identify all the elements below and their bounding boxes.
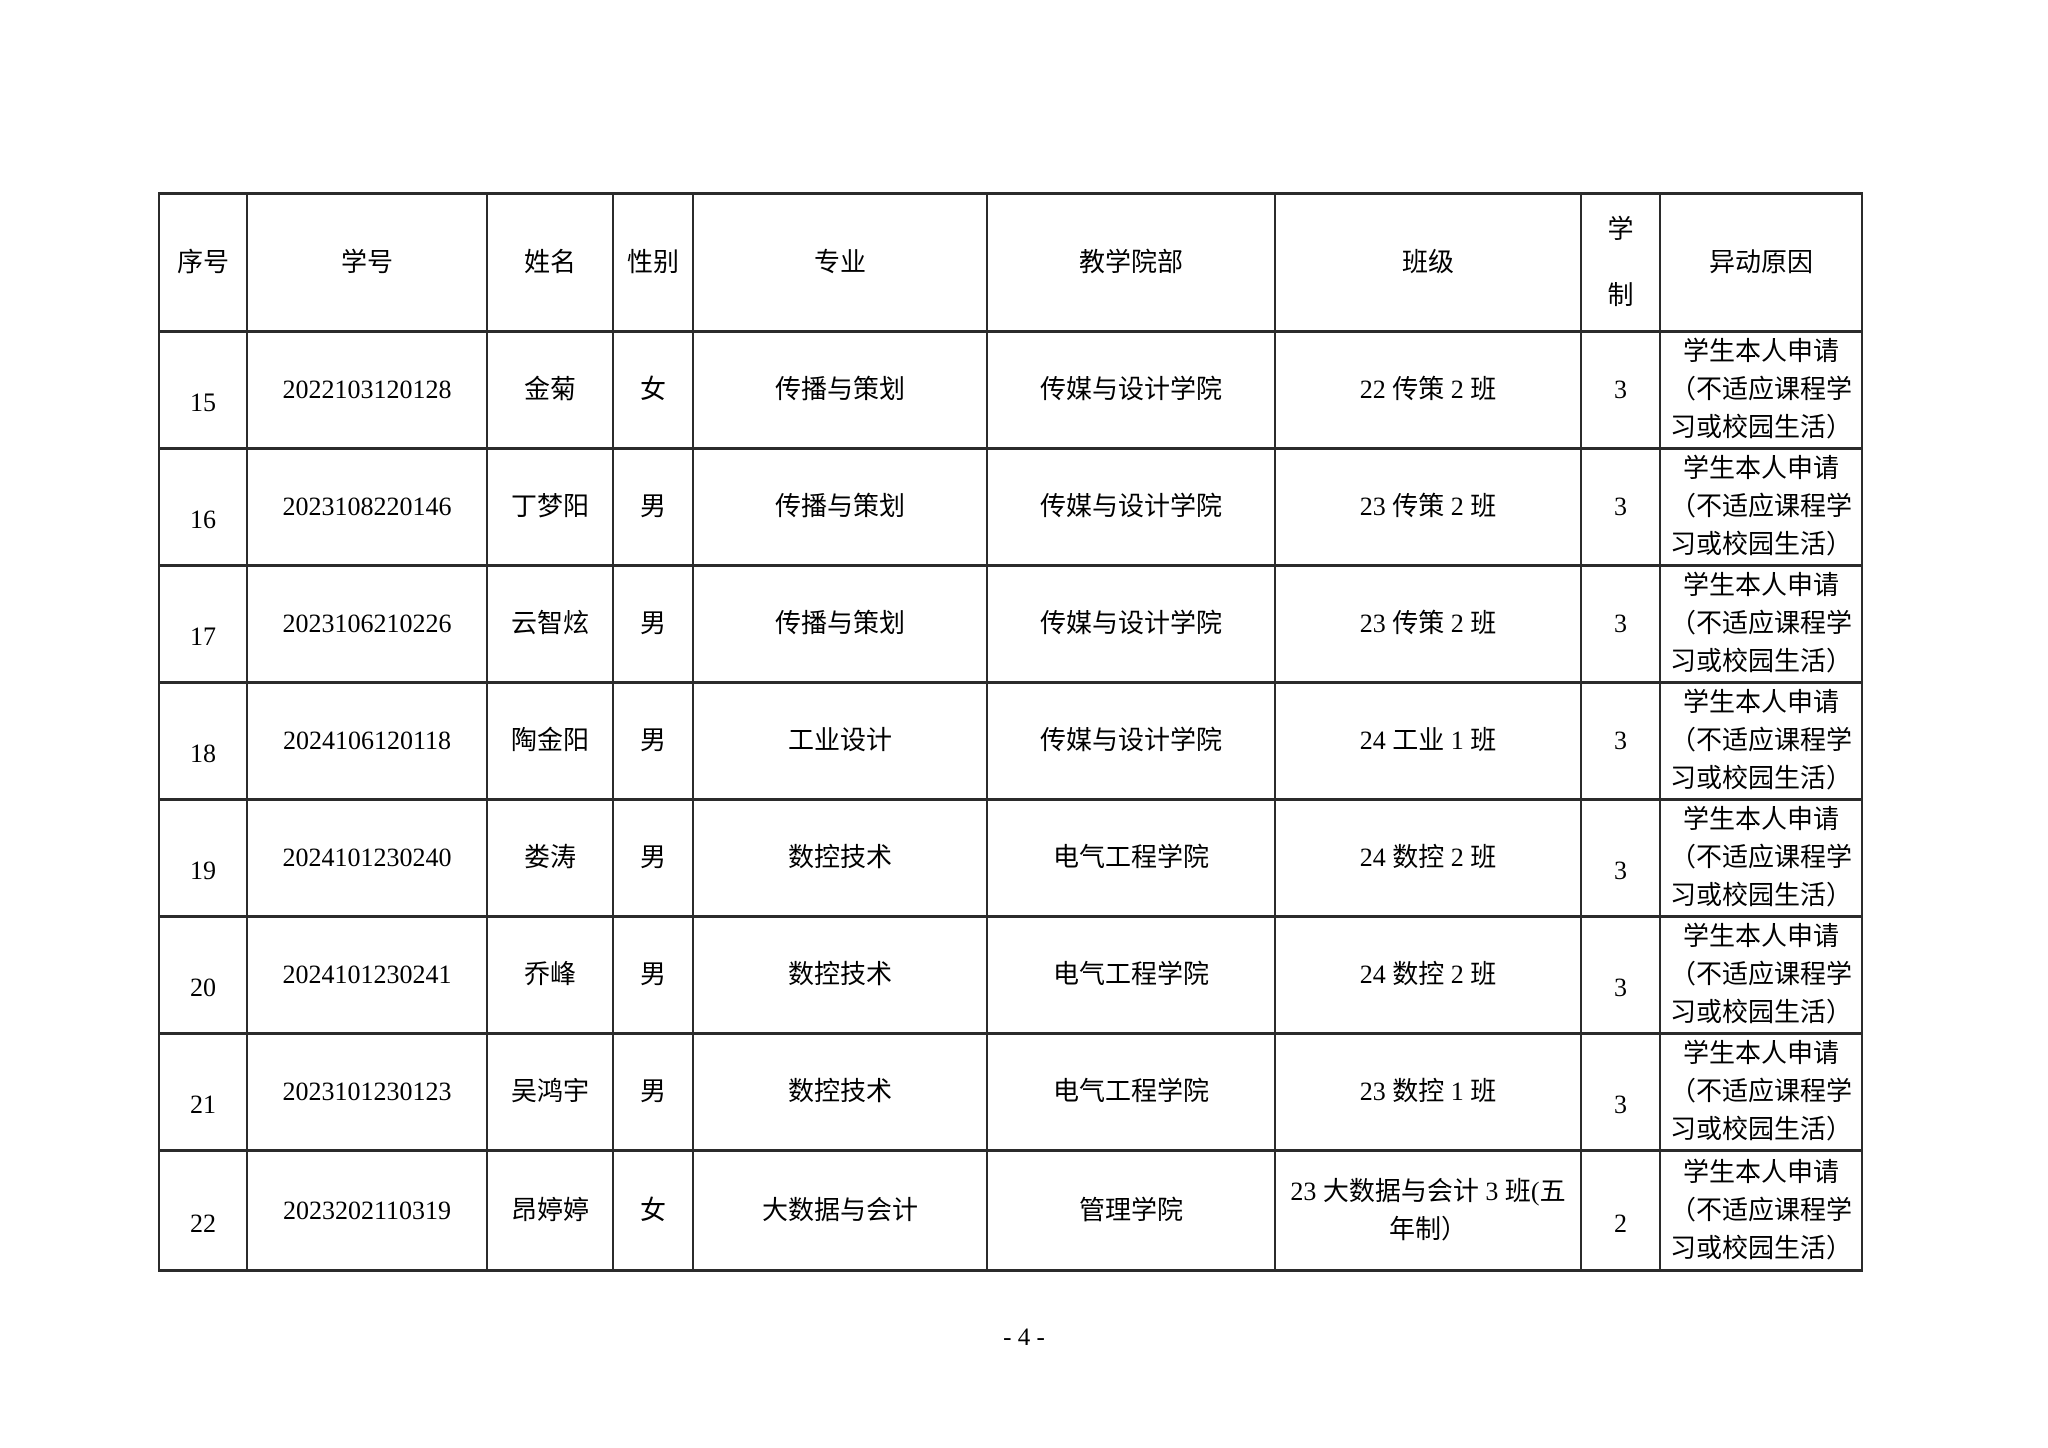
cell-class: 24 工业 1 班 [1274, 681, 1582, 801]
cell-duration: 3 [1580, 681, 1661, 801]
cell-reason: 学生本人申请 （不适应课程学 习或校园生活） [1659, 915, 1863, 1035]
cell-student-id: 2024101230240 [246, 798, 488, 918]
cell-gender: 女 [612, 1149, 694, 1272]
table-row: 21 2023101230123 吴鸿宇 男 数控技术 电气工程学院 23 数控… [158, 1032, 1863, 1152]
cell-class: 24 数控 2 班 [1274, 798, 1582, 918]
cell-department: 传媒与设计学院 [986, 564, 1276, 684]
cell-department: 电气工程学院 [986, 798, 1276, 918]
cell-name: 云智炫 [486, 564, 614, 684]
cell-index: 17 [158, 564, 248, 684]
table-row: 18 2024106120118 陶金阳 男 工业设计 传媒与设计学院 24 工… [158, 681, 1863, 801]
cell-name: 昂婷婷 [486, 1149, 614, 1272]
cell-reason: 学生本人申请 （不适应课程学 习或校园生活） [1659, 330, 1863, 450]
column-header-major: 专业 [692, 192, 988, 333]
table-row: 17 2023106210226 云智炫 男 传播与策划 传媒与设计学院 23 … [158, 564, 1863, 684]
table-row: 15 2022103120128 金菊 女 传播与策划 传媒与设计学院 22 传… [158, 330, 1863, 450]
cell-gender: 男 [612, 681, 694, 801]
cell-index: 22 [158, 1149, 248, 1272]
cell-department: 传媒与设计学院 [986, 447, 1276, 567]
cell-gender: 男 [612, 564, 694, 684]
cell-duration: 3 [1580, 1032, 1661, 1152]
cell-name: 金菊 [486, 330, 614, 450]
cell-duration: 3 [1580, 330, 1661, 450]
student-change-table: 序号 学号 姓名 性别 专业 教学院部 班级 学制 异动原因 15 202210… [158, 192, 1863, 1272]
cell-major: 工业设计 [692, 681, 988, 801]
cell-major: 传播与策划 [692, 330, 988, 450]
cell-department: 传媒与设计学院 [986, 330, 1276, 450]
cell-major: 传播与策划 [692, 447, 988, 567]
column-header-class: 班级 [1274, 192, 1582, 333]
cell-reason: 学生本人申请 （不适应课程学 习或校园生活） [1659, 798, 1863, 918]
cell-duration: 3 [1580, 915, 1661, 1035]
cell-index: 20 [158, 915, 248, 1035]
column-header-duration: 学制 [1580, 192, 1661, 333]
cell-class: 23 数控 1 班 [1274, 1032, 1582, 1152]
cell-major: 传播与策划 [692, 564, 988, 684]
table-row: 20 2024101230241 乔峰 男 数控技术 电气工程学院 24 数控 … [158, 915, 1863, 1035]
cell-class: 24 数控 2 班 [1274, 915, 1582, 1035]
page-number: - 4 - [1003, 1324, 1045, 1351]
cell-gender: 男 [612, 447, 694, 567]
cell-duration: 2 [1580, 1149, 1661, 1272]
cell-gender: 女 [612, 330, 694, 450]
cell-student-id: 2023101230123 [246, 1032, 488, 1152]
cell-major: 数控技术 [692, 1032, 988, 1152]
cell-reason: 学生本人申请 （不适应课程学 习或校园生活） [1659, 1149, 1863, 1272]
table-row: 19 2024101230240 娄涛 男 数控技术 电气工程学院 24 数控 … [158, 798, 1863, 918]
column-header-name: 姓名 [486, 192, 614, 333]
table-row: 22 2023202110319 昂婷婷 女 大数据与会计 管理学院 23 大数… [158, 1149, 1863, 1272]
cell-name: 丁梦阳 [486, 447, 614, 567]
cell-department: 电气工程学院 [986, 915, 1276, 1035]
cell-student-id: 2024101230241 [246, 915, 488, 1035]
cell-department: 电气工程学院 [986, 1032, 1276, 1152]
duration-header-stacked-text: 学制 [1607, 214, 1634, 310]
cell-department: 传媒与设计学院 [986, 681, 1276, 801]
cell-major: 大数据与会计 [692, 1149, 988, 1272]
cell-department: 管理学院 [986, 1149, 1276, 1272]
table-header-row: 序号 学号 姓名 性别 专业 教学院部 班级 学制 异动原因 [158, 192, 1863, 333]
cell-reason: 学生本人申请 （不适应课程学 习或校园生活） [1659, 1032, 1863, 1152]
cell-gender: 男 [612, 915, 694, 1035]
cell-gender: 男 [612, 1032, 694, 1152]
cell-index: 21 [158, 1032, 248, 1152]
column-header-index: 序号 [158, 192, 248, 333]
column-header-gender: 性别 [612, 192, 694, 333]
cell-duration: 3 [1580, 447, 1661, 567]
cell-major: 数控技术 [692, 798, 988, 918]
cell-student-id: 2023202110319 [246, 1149, 488, 1272]
cell-class: 22 传策 2 班 [1274, 330, 1582, 450]
cell-reason: 学生本人申请 （不适应课程学 习或校园生活） [1659, 681, 1863, 801]
cell-duration: 3 [1580, 564, 1661, 684]
cell-duration: 3 [1580, 798, 1661, 918]
cell-major: 数控技术 [692, 915, 988, 1035]
cell-index: 15 [158, 330, 248, 450]
cell-name: 吴鸿宇 [486, 1032, 614, 1152]
cell-gender: 男 [612, 798, 694, 918]
cell-name: 娄涛 [486, 798, 614, 918]
cell-index: 18 [158, 681, 248, 801]
cell-index: 19 [158, 798, 248, 918]
cell-class: 23 大数据与会计 3 班(五 年制） [1274, 1149, 1582, 1272]
cell-reason: 学生本人申请 （不适应课程学 习或校园生活） [1659, 447, 1863, 567]
column-header-student-id: 学号 [246, 192, 488, 333]
cell-student-id: 2024106120118 [246, 681, 488, 801]
table-row: 16 2023108220146 丁梦阳 男 传播与策划 传媒与设计学院 23 … [158, 447, 1863, 567]
column-header-reason: 异动原因 [1659, 192, 1863, 333]
cell-student-id: 2022103120128 [246, 330, 488, 450]
cell-student-id: 2023108220146 [246, 447, 488, 567]
cell-name: 陶金阳 [486, 681, 614, 801]
cell-class: 23 传策 2 班 [1274, 564, 1582, 684]
cell-class: 23 传策 2 班 [1274, 447, 1582, 567]
cell-reason: 学生本人申请 （不适应课程学 习或校园生活） [1659, 564, 1863, 684]
cell-index: 16 [158, 447, 248, 567]
cell-student-id: 2023106210226 [246, 564, 488, 684]
cell-name: 乔峰 [486, 915, 614, 1035]
column-header-department: 教学院部 [986, 192, 1276, 333]
